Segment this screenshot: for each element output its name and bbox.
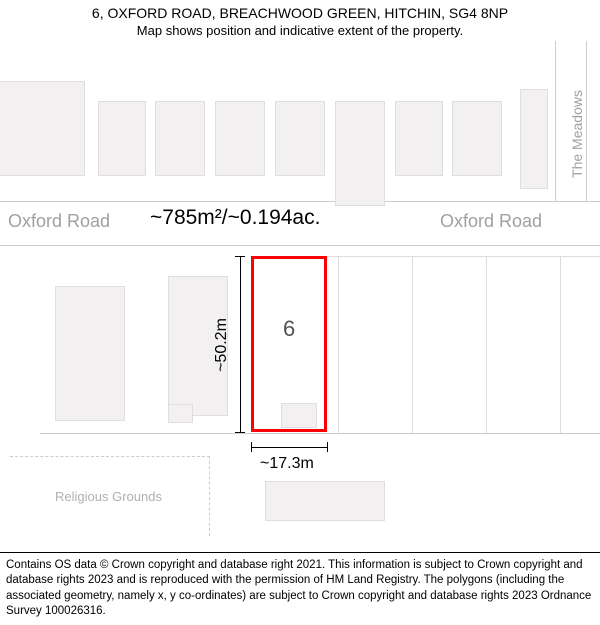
dim-height-text: ~50.2m [213,318,231,372]
road-label-left: Oxford Road [8,211,110,232]
page-title: 6, OXFORD ROAD, BREACHWOOD GREEN, HITCHI… [0,5,600,21]
bldg-lower [265,481,385,521]
bldg-top-5 [335,101,385,206]
dim-h-tick-l [251,442,252,452]
property-number: 6 [283,316,295,342]
bldg-top-3 [215,101,265,176]
bldg-top-8 [520,89,548,189]
footer-copyright: Contains OS data © Crown copyright and d… [0,552,600,625]
bldg-top-6 [395,101,443,176]
bldg-top-4 [275,101,325,176]
bldg-bot-1b [168,404,193,423]
bldg-bot-0 [55,286,125,421]
dim-v-tick-top [235,256,245,257]
dim-horizontal [251,447,327,448]
plot-line-3 [486,256,487,433]
plot-line-1 [338,256,339,433]
bldg-top-1 [98,101,146,176]
dim-v-tick-bot [235,432,245,433]
page-subtitle: Map shows position and indicative extent… [0,23,600,38]
property-highlight [251,256,327,432]
bldg-top-7 [452,101,502,176]
area-text: ~785m²/~0.194ac. [150,206,320,230]
dim-vertical [240,256,241,432]
plot-baseline [40,433,600,434]
bldg-top-2 [155,101,205,176]
header-block: 6, OXFORD ROAD, BREACHWOOD GREEN, HITCHI… [0,0,600,41]
grounds-label: Religious Grounds [55,489,162,504]
map-canvas: Oxford Road Oxford Road The Meadows ~785… [0,41,600,531]
side-road-label: The Meadows [569,90,585,178]
plot-line-4 [560,256,561,433]
road-label-right: Oxford Road [440,211,542,232]
plot-line-2 [412,256,413,433]
dim-h-tick-r [327,442,328,452]
bldg-top-0 [0,81,85,176]
dim-width-text: ~17.3m [260,455,314,473]
